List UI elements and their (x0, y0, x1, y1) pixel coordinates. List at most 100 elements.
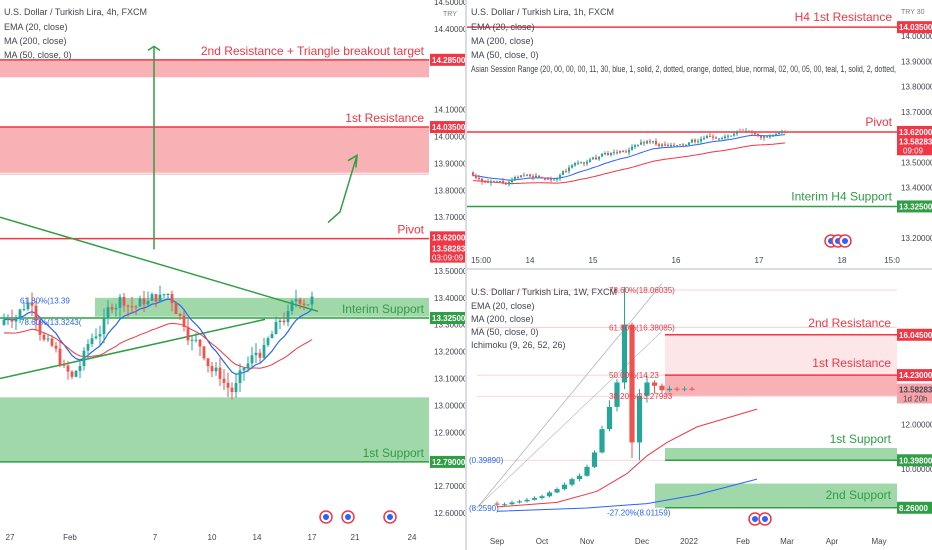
triangle-lower-line (0, 318, 266, 380)
x-tick-label: 24 (408, 533, 417, 542)
y-tick-label: 12.90000 (434, 428, 465, 437)
candle-body (682, 144, 684, 146)
candle-body (532, 176, 534, 179)
x-tick-label: Feb (736, 537, 750, 546)
price-tag-h4-res-bg (897, 21, 932, 34)
countdown: 1d 20h (903, 394, 927, 403)
candle-body (595, 157, 597, 160)
y-tick-label: 13.50000 (901, 158, 932, 167)
candle-body (274, 322, 278, 335)
left-price-axis[interactable] (429, 0, 465, 526)
candle-body (652, 141, 654, 143)
candle-body (592, 157, 594, 160)
x-tick-label: 18 (838, 256, 847, 265)
candle-body (46, 338, 50, 340)
x-tick-label: 7 (153, 533, 158, 542)
candle-body (659, 385, 665, 391)
x-tick-label: Mar (780, 537, 794, 546)
zone-interim-support (95, 297, 429, 317)
candle-body (286, 310, 290, 323)
fib-trend-line (476, 283, 663, 509)
candle-body (254, 352, 258, 356)
economic-event-flag-icon-dot (752, 516, 758, 522)
candle-body (697, 141, 699, 143)
price-tag-1st-sup-bg (897, 454, 932, 467)
left-indicator-ema[interactable]: EMA (20, close) (4, 22, 68, 32)
candle-body (511, 179, 513, 183)
candle-body (715, 137, 717, 139)
candle-body (766, 136, 768, 138)
candle-body (544, 178, 546, 180)
panel-divider-vertical[interactable] (465, 0, 467, 550)
candle-body (637, 144, 639, 146)
candle-body (130, 306, 134, 308)
top-right-indicator-asian-range[interactable]: Asian Session Range (20, 00, 00, 00, 11,… (471, 64, 896, 74)
left-indicator-ma50[interactable]: MA (50, close, 0) (4, 50, 72, 60)
candle-body (18, 309, 22, 318)
candle-body (568, 167, 570, 172)
candle-body (694, 139, 696, 142)
candle-body (748, 130, 750, 132)
left-chart-panel[interactable]: 2nd Resistance + Triangle breakout targe… (0, 0, 465, 550)
top-right-indicator-ema[interactable]: EMA (20, close) (471, 22, 535, 32)
candle-body (584, 466, 590, 476)
bottom-right-indicator-ma200[interactable]: MA (200, close) (471, 314, 534, 324)
y-tick-label: 13.00000 (434, 401, 465, 410)
level-label: 1st Resistance (812, 356, 891, 370)
panel-divider-horizontal[interactable] (467, 268, 932, 270)
x-tick-label: Feb (63, 533, 77, 542)
y-tick-label: 13.30000 (434, 321, 465, 330)
candle-body (736, 131, 738, 134)
candle-body (541, 177, 543, 179)
bottom-right-indicator-ma50[interactable]: MA (50, close, 0) (471, 327, 539, 337)
x-tick-label: Sep (490, 537, 505, 546)
x-tick-label: May (871, 537, 886, 546)
candle-body (591, 452, 598, 467)
candle-body (70, 371, 74, 377)
candle-body (114, 308, 118, 310)
level-label: 2nd Resistance (808, 316, 891, 330)
countdown: 03:09:09 (432, 254, 464, 263)
candle-body (681, 388, 688, 390)
bottom-right-chart-svg[interactable]: 2nd Resistance 1st Resistance 1st Support 2… (467, 270, 932, 550)
candle-body (706, 136, 708, 139)
zone-upper-resistance (665, 334, 897, 376)
top-right-chart-panel[interactable]: H4 1st Resistance Pivot Interim H4 Support… (467, 0, 932, 268)
candle-body (778, 132, 780, 135)
bottom-right-indicator-ema[interactable]: EMA (20, close) (471, 301, 535, 311)
bottom-right-indicator-ichimoku[interactable]: Ichimoku (9, 26, 52, 26) (471, 340, 566, 350)
candle-body (190, 339, 194, 341)
bottom-right-chart-panel[interactable]: 2nd Resistance 1st Resistance 1st Support 2… (467, 270, 932, 550)
candle-body (126, 305, 130, 307)
candle-body (655, 141, 657, 145)
candle-body (769, 135, 771, 137)
candle-body (606, 406, 613, 430)
candle-body (739, 131, 741, 133)
candle-body (529, 174, 531, 177)
candle-body (673, 144, 675, 146)
left-indicator-ma200[interactable]: MA (200, close) (4, 36, 67, 46)
economic-event-flag-icon-dot (842, 238, 848, 244)
candle-body (574, 163, 576, 166)
y-tick-label: 10.00000 (901, 465, 932, 474)
price-tag-2nd-res: 14.28500 (432, 56, 465, 65)
ma200-line (3, 322, 313, 369)
candle-body (26, 302, 30, 310)
left-chart-svg[interactable]: 2nd Resistance + Triangle breakout targe… (0, 0, 465, 550)
fib-label: (8.2590) (469, 504, 499, 513)
top-right-chart-svg[interactable]: H4 1st Resistance Pivot Interim H4 Support… (467, 0, 932, 268)
candle-body (535, 175, 537, 179)
fib-label: 50.00%(14.23 (609, 371, 659, 380)
candle-body (679, 144, 681, 146)
y-tick-label: 14.10000 (434, 106, 465, 115)
candle-body (278, 320, 282, 323)
ema-line (472, 134, 786, 181)
candle-body (266, 338, 270, 346)
candle-body (709, 136, 711, 138)
candle-body (772, 135, 774, 137)
top-right-indicator-ma50[interactable]: MA (50, close, 0) (471, 50, 539, 60)
price-tag-pivot-bg (430, 231, 465, 244)
level-label: 1st Resistance (345, 111, 424, 125)
top-right-indicator-ma200[interactable]: MA (200, close) (471, 36, 534, 46)
candle-body (607, 153, 609, 155)
